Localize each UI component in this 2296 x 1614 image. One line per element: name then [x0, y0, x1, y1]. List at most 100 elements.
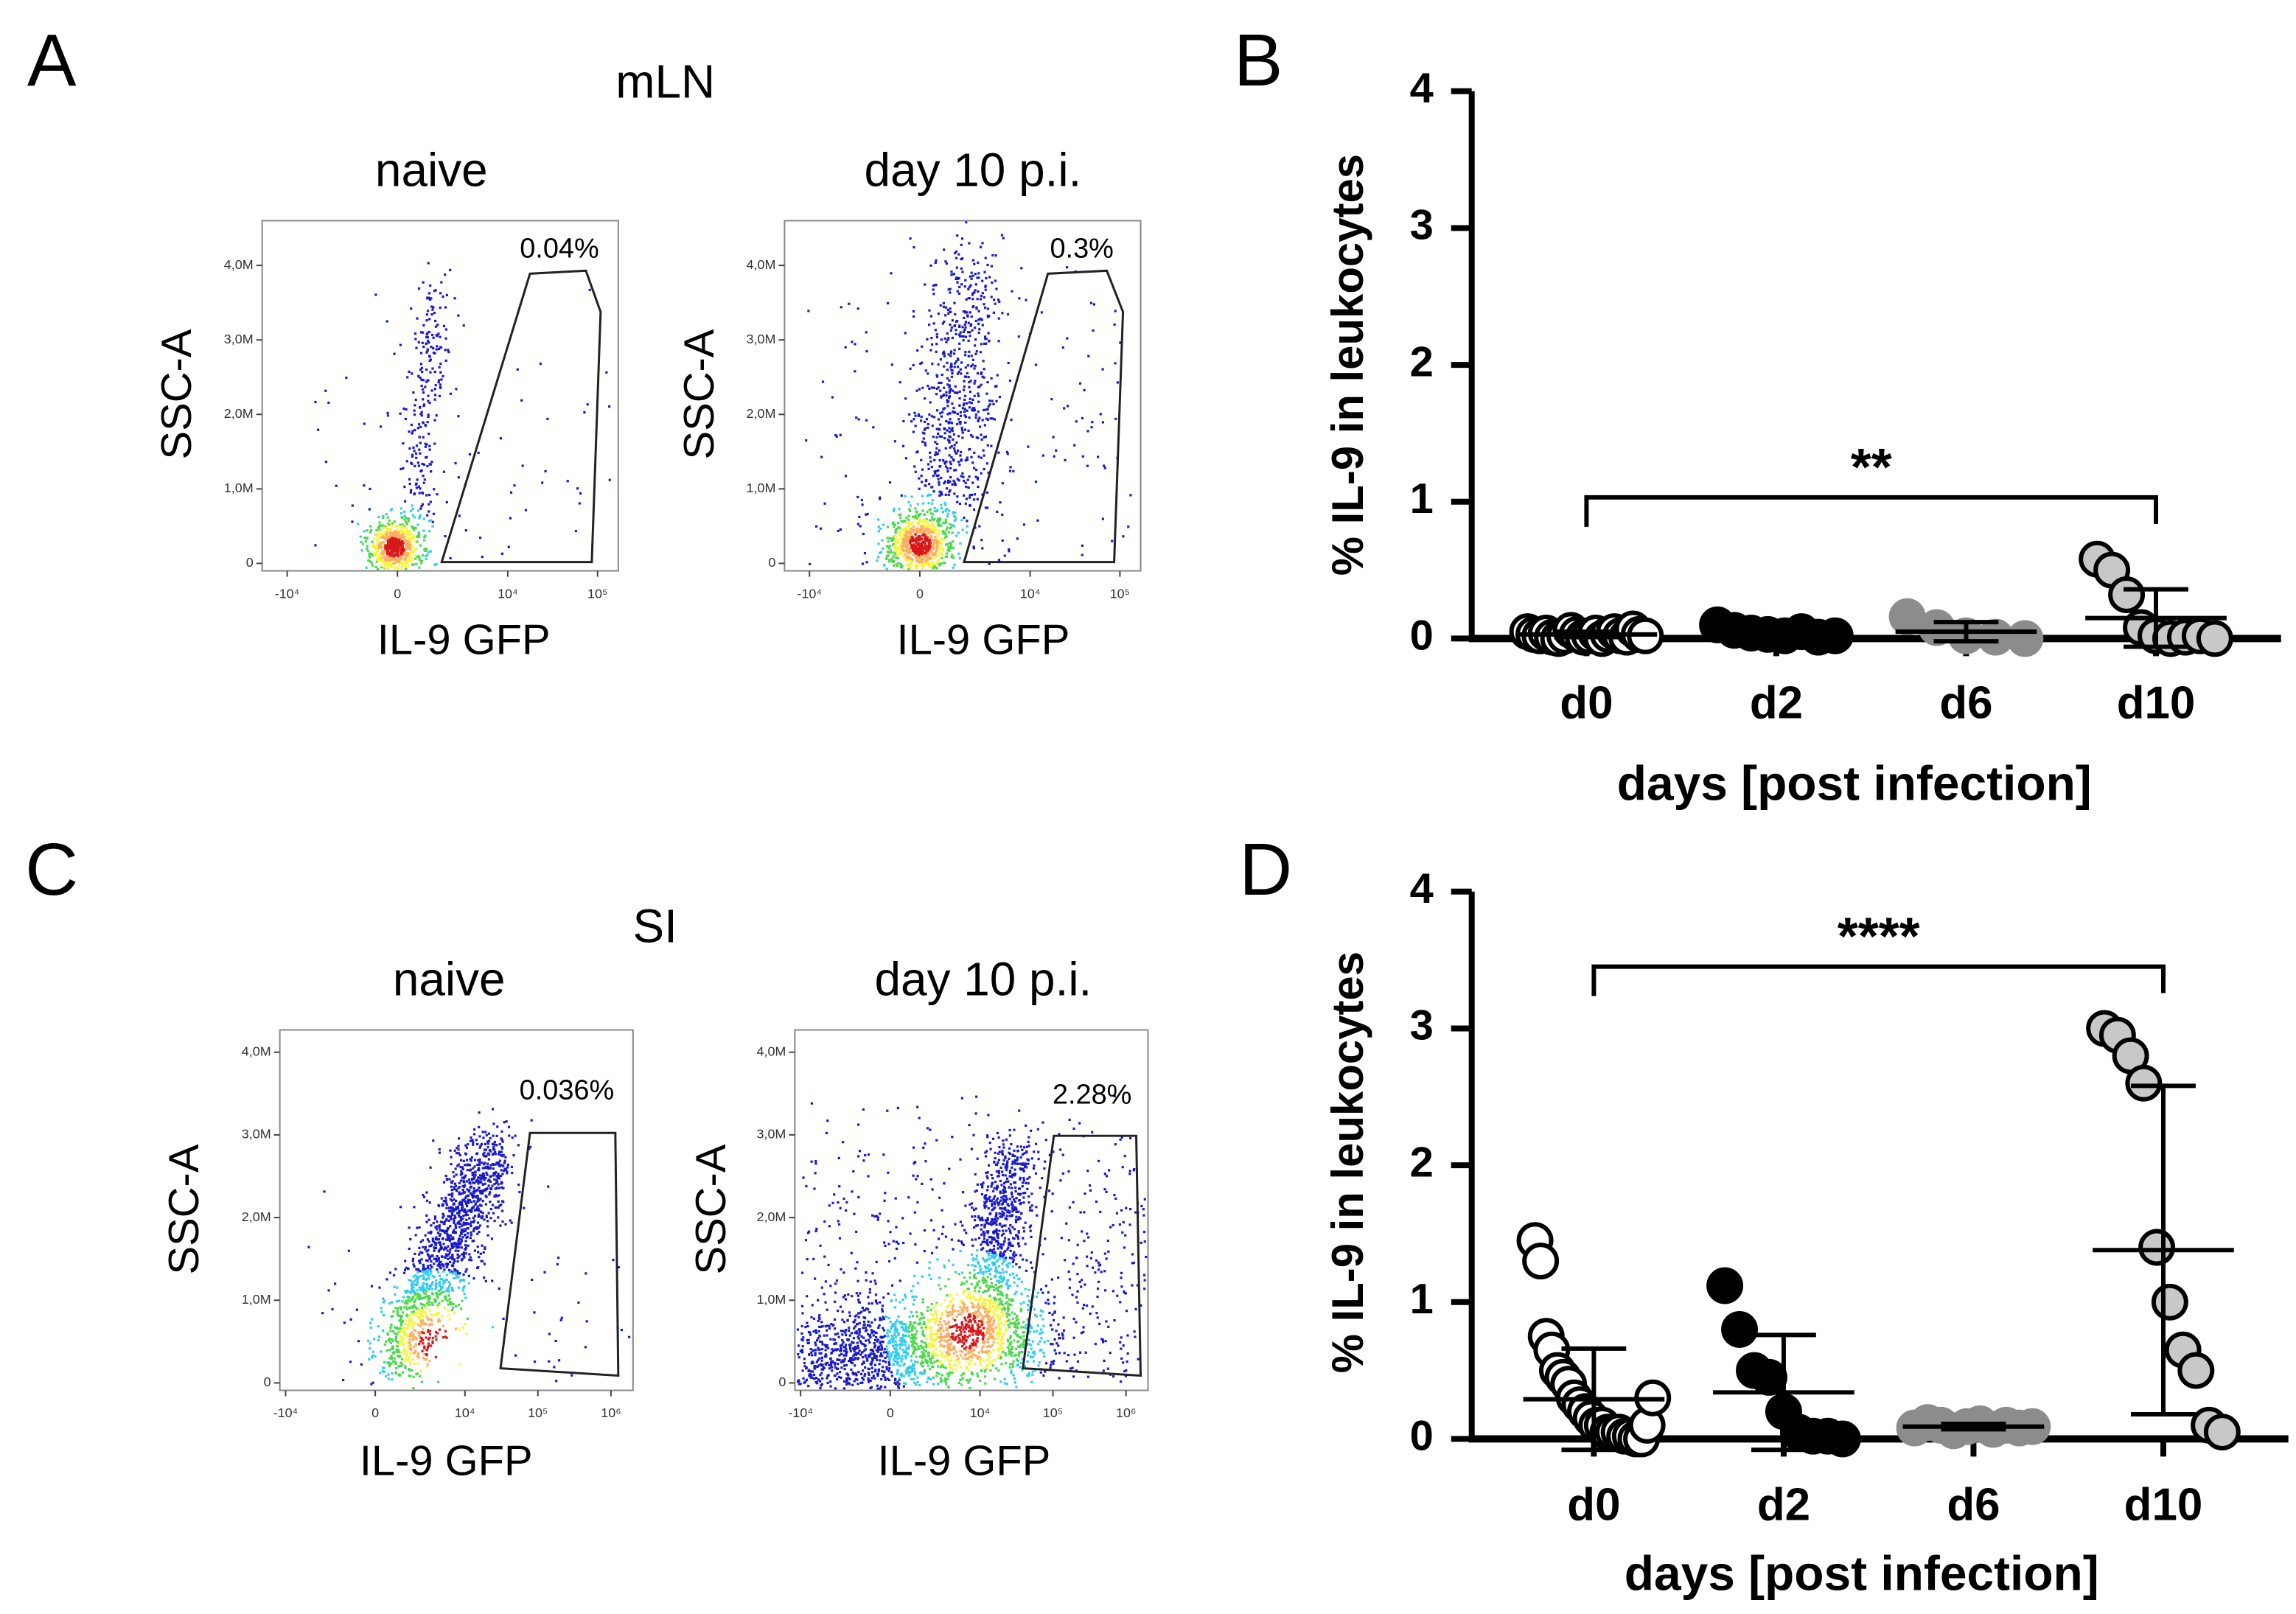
- event-dot: [397, 1349, 400, 1352]
- event-dot: [930, 337, 933, 340]
- event-dot: [971, 293, 974, 296]
- event-dot: [413, 413, 416, 416]
- event-dot: [480, 1181, 483, 1184]
- event-dot: [369, 531, 372, 534]
- event-dot: [457, 1148, 460, 1151]
- event-dot: [448, 1298, 451, 1301]
- event-dot: [411, 453, 414, 456]
- event-dot: [916, 1105, 919, 1108]
- event-dot: [945, 262, 948, 265]
- event-dot: [1011, 1195, 1014, 1198]
- event-dot: [377, 1325, 380, 1328]
- event-dot: [433, 488, 436, 491]
- event-dot: [453, 1221, 456, 1225]
- event-dot: [984, 506, 988, 509]
- event-dot: [544, 469, 547, 472]
- event-dot: [462, 1223, 465, 1226]
- event-dot: [442, 1282, 445, 1285]
- event-dot: [475, 1152, 478, 1156]
- event-dot: [957, 277, 960, 280]
- event-dot: [427, 1344, 430, 1348]
- event-dot: [886, 1109, 889, 1112]
- event-dot: [921, 440, 924, 443]
- event-dot: [1072, 1201, 1075, 1203]
- event-dot: [951, 483, 954, 486]
- event-dot: [476, 1221, 480, 1224]
- event-dot: [477, 1213, 481, 1216]
- event-dot: [976, 497, 979, 501]
- event-dot: [421, 492, 425, 495]
- event-dot: [974, 413, 977, 416]
- event-dot: [383, 1343, 386, 1346]
- event-dot: [457, 1241, 460, 1245]
- event-dot: [492, 1145, 495, 1149]
- event-dot: [449, 556, 452, 560]
- event-dot: [1014, 1189, 1017, 1192]
- event-dot: [1128, 1136, 1132, 1139]
- event-dot: [971, 481, 974, 484]
- event-dot: [369, 1321, 372, 1324]
- event-dot: [923, 428, 926, 431]
- event-dot: [470, 1206, 474, 1209]
- event-dot: [456, 1212, 458, 1215]
- event-dot: [962, 388, 966, 391]
- event-dot: [425, 1290, 428, 1293]
- event-dot: [401, 1358, 404, 1360]
- event-dot: [973, 451, 976, 454]
- event-dot: [948, 427, 951, 430]
- event-dot: [973, 344, 977, 347]
- plot-title: naive: [393, 952, 506, 1005]
- event-dot: [466, 1317, 470, 1320]
- event-dot: [1122, 1220, 1125, 1224]
- event-dot: [426, 297, 429, 300]
- event-dot: [473, 1181, 476, 1184]
- event-dot: [968, 448, 971, 451]
- event-dot: [1113, 1094, 1116, 1098]
- event-dot: [894, 541, 897, 544]
- event-dot: [388, 1271, 392, 1274]
- event-dot: [842, 1380, 846, 1383]
- event-dot: [459, 1166, 462, 1169]
- event-dot: [400, 530, 403, 533]
- event-dot: [442, 1324, 445, 1327]
- event-dot: [494, 1163, 497, 1166]
- event-dot: [969, 380, 972, 382]
- event-dot: [425, 351, 428, 354]
- event-dot: [802, 1176, 805, 1179]
- event-dot: [929, 512, 932, 515]
- event-dot: [422, 436, 425, 439]
- event-dot: [824, 1349, 827, 1352]
- event-dot: [443, 1295, 447, 1299]
- event-dot: [429, 1344, 433, 1347]
- event-dot: [453, 1242, 456, 1245]
- event-dot: [814, 1341, 817, 1344]
- event-dot: [894, 529, 897, 532]
- event-dot: [491, 1184, 494, 1187]
- event-dot: [554, 1339, 557, 1343]
- event-dot: [412, 546, 415, 549]
- event-dot: [408, 1279, 411, 1282]
- event-dot: [952, 459, 955, 462]
- event-dot: [835, 435, 838, 438]
- event-dot: [422, 1303, 425, 1306]
- event-dot: [399, 553, 402, 556]
- event-dot: [886, 551, 890, 553]
- event-dot: [422, 324, 425, 327]
- event-dot: [916, 521, 919, 525]
- event-dot: [462, 1176, 466, 1179]
- event-dot: [556, 1262, 559, 1266]
- event-dot: [951, 319, 955, 322]
- event-dot: [825, 1354, 828, 1358]
- event-dot: [390, 1357, 393, 1360]
- event-dot: [447, 1215, 450, 1218]
- event-dot: [809, 562, 812, 566]
- event-dot: [928, 519, 932, 522]
- event-dot: [419, 1297, 422, 1300]
- event-dot: [845, 1383, 848, 1386]
- event-dot: [394, 545, 397, 549]
- event-dot: [924, 525, 927, 528]
- event-dot: [829, 1338, 832, 1341]
- event-dot: [468, 1217, 471, 1220]
- event-dot: [952, 352, 956, 355]
- event-dot: [387, 1377, 391, 1380]
